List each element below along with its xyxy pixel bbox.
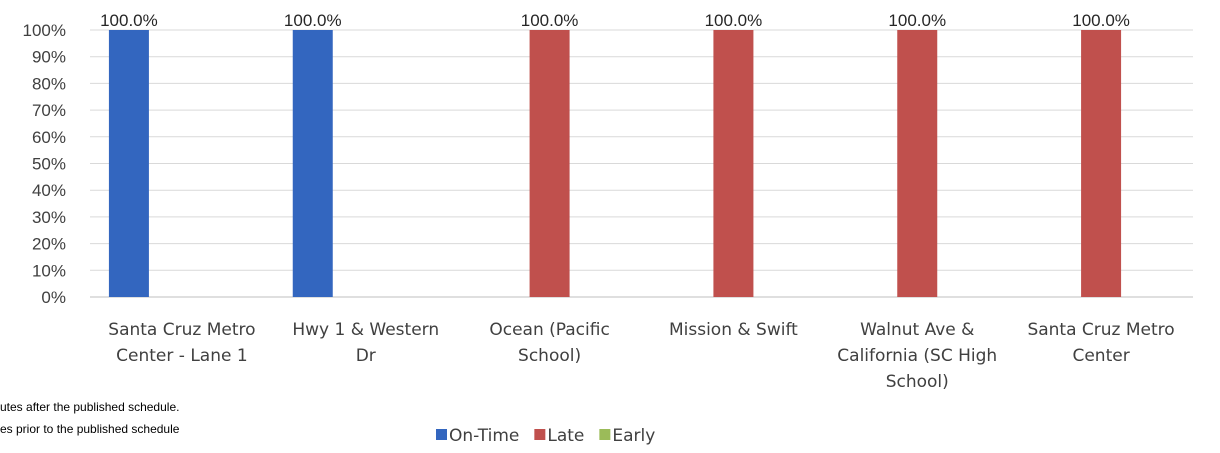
bar-late: [897, 30, 937, 297]
data-label: 100.0%: [521, 11, 579, 30]
y-tick-label: 60%: [32, 128, 66, 147]
x-category-label: School): [518, 346, 581, 366]
y-tick-label: 70%: [32, 101, 66, 120]
y-tick-label: 50%: [32, 155, 66, 174]
y-tick-label: 80%: [32, 74, 66, 93]
data-label: 100.0%: [705, 11, 763, 30]
data-label: 100.0%: [1072, 11, 1130, 30]
x-category-label: School): [886, 372, 949, 392]
y-tick-label: 20%: [32, 235, 66, 254]
legend-label: On-Time: [449, 426, 519, 446]
x-category-label: Dr: [356, 346, 376, 366]
bar-late: [713, 30, 753, 297]
bar-on-time: [293, 30, 333, 297]
x-category-label: Hwy 1 & Western: [292, 320, 439, 340]
data-label: 100.0%: [100, 11, 158, 30]
x-category-label: Santa Cruz Metro: [108, 320, 255, 340]
data-label: 100.0%: [888, 11, 946, 30]
footnote-early-definition: es prior to the published schedule: [0, 422, 179, 436]
footnote-late-definition: utes after the published schedule.: [0, 400, 179, 414]
bar-late: [530, 30, 570, 297]
x-category-label: Center: [1072, 346, 1129, 366]
x-category-label: Mission & Swift: [669, 320, 798, 340]
y-tick-label: 30%: [32, 208, 66, 227]
y-tick-label: 100%: [23, 21, 66, 40]
bar-late: [1081, 30, 1121, 297]
y-tick-label: 0%: [41, 288, 66, 307]
x-category-label: Center - Lane 1: [116, 346, 248, 366]
legend-label: Early: [612, 426, 655, 446]
y-tick-label: 90%: [32, 48, 66, 67]
legend-swatch-on-time: [436, 429, 447, 440]
legend-label: Late: [547, 426, 584, 446]
x-category-label: Santa Cruz Metro: [1027, 320, 1174, 340]
data-label: 100.0%: [284, 11, 342, 30]
x-category-label: Walnut Ave &: [860, 320, 974, 340]
y-tick-label: 10%: [32, 261, 66, 280]
bar-on-time: [109, 30, 149, 297]
legend-swatch-early: [599, 429, 610, 440]
legend-swatch-late: [534, 429, 545, 440]
x-category-label: Ocean (Pacific: [489, 320, 609, 340]
y-tick-label: 40%: [32, 181, 66, 200]
x-category-label: California (SC High: [837, 346, 997, 366]
